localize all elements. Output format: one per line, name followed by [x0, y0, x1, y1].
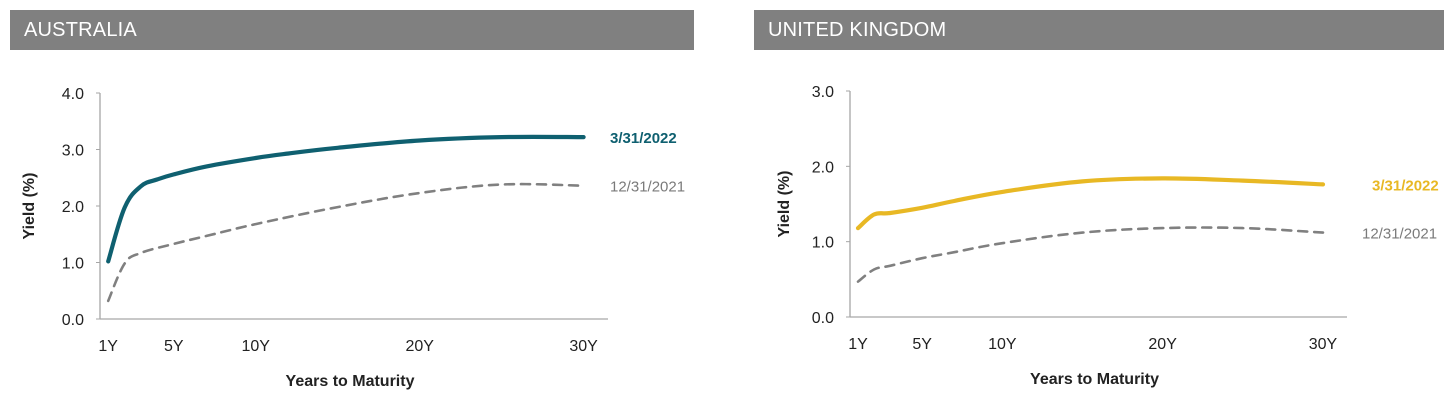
y-tick-label: 1.0: [812, 235, 834, 252]
series-line-0: [855, 176, 1326, 231]
series-label-1: 12/31/2021: [610, 179, 685, 196]
united-kingdom-title: UNITED KINGDOM: [754, 10, 1444, 50]
x-tick-label: 10Y: [242, 338, 271, 355]
series-line-0: [106, 134, 586, 264]
australia-panel: AUSTRALIA 0.0 1.0 2.0 3.0 4.0 1Y 5Y 10Y 20Y 30Y Ye…: [10, 0, 710, 400]
y-tick-label: 0.0: [62, 312, 84, 329]
united-kingdom-chart: 0.0 1.0 2.0 3.0 1Y 5Y 10Y 20Y 30Y Years to Maturi…: [776, 84, 1439, 388]
x-tick-label: 10Y: [988, 336, 1017, 353]
x-tick-label: 30Y: [1309, 336, 1338, 353]
x-tick-label: 1Y: [848, 336, 868, 353]
y-tick-label: 2.0: [812, 159, 834, 176]
y-tick-label: 4.0: [62, 86, 84, 103]
y-tick-label: 3.0: [62, 143, 84, 160]
y-tick-label: 0.0: [812, 310, 834, 327]
series-line-1: [856, 226, 1325, 283]
series-label-0: 3/31/2022: [1372, 177, 1439, 194]
united-kingdom-panel: UNITED KINGDOM 0.0 1.0 2.0 3.0 1Y 5Y 10Y 20Y 30Y…: [754, 0, 1454, 400]
y-axis-title: Yield (%): [21, 173, 38, 240]
australia-chart: 0.0 1.0 2.0 3.0 4.0 1Y 5Y 10Y 20Y 30Y Years to Mat…: [21, 86, 685, 390]
x-tick-label: 20Y: [405, 338, 434, 355]
x-tick-label: 5Y: [164, 338, 184, 355]
y-tick-label: 3.0: [812, 84, 834, 101]
x-tick-label: 1Y: [98, 338, 118, 355]
y-tick-label: 1.0: [62, 256, 84, 273]
australia-title: AUSTRALIA: [10, 10, 694, 50]
y-axis-title: Yield (%): [776, 171, 793, 238]
series-line-1: [106, 182, 585, 303]
series-label-0: 3/31/2022: [610, 130, 677, 147]
x-tick-label: 5Y: [912, 336, 932, 353]
y-tick-label: 2.0: [62, 199, 84, 216]
x-tick-label: 30Y: [569, 338, 598, 355]
x-tick-label: 20Y: [1148, 336, 1177, 353]
series-label-1: 12/31/2021: [1362, 226, 1437, 243]
x-axis-title: Years to Maturity: [1030, 371, 1159, 388]
x-axis-title: Years to Maturity: [286, 373, 415, 390]
